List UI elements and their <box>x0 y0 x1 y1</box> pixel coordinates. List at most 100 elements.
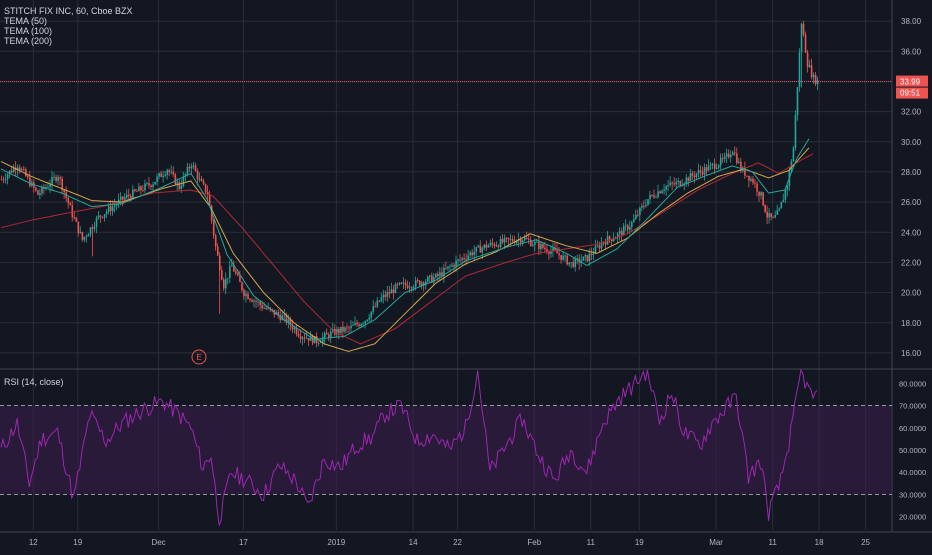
indicator-tema-100[interactable]: TEMA (100) <box>4 26 53 36</box>
candle <box>792 145 795 162</box>
candle-body <box>616 233 619 238</box>
candle-body <box>324 333 326 338</box>
candle <box>667 179 669 192</box>
candle <box>445 261 447 270</box>
candle <box>784 189 787 204</box>
candle <box>776 204 779 215</box>
candle-body <box>802 23 805 35</box>
candle-body <box>81 231 84 240</box>
candle <box>251 297 253 303</box>
candle-body <box>198 178 201 180</box>
candle-body <box>218 255 221 271</box>
price-tick-label: 28.00 <box>901 168 922 177</box>
candle-body <box>515 240 518 244</box>
candle-body <box>77 221 80 233</box>
candle-body <box>661 191 663 194</box>
candle <box>235 268 237 276</box>
rsi-legend[interactable]: RSI (14, close) <box>4 377 64 387</box>
candle <box>227 277 229 285</box>
candle <box>71 200 74 222</box>
candle <box>382 289 385 304</box>
candle <box>433 273 435 286</box>
candle-body <box>245 293 247 297</box>
time-tick-label: 25 <box>861 538 870 547</box>
earnings-circle <box>191 349 207 365</box>
candle <box>12 164 15 174</box>
candle-body <box>483 244 486 248</box>
candle-body <box>261 304 263 309</box>
candle <box>119 192 122 206</box>
candle <box>186 163 189 177</box>
candle <box>778 207 781 212</box>
candle <box>103 214 106 222</box>
candle-body <box>168 170 171 172</box>
candle-body <box>142 190 144 191</box>
candle <box>8 170 11 178</box>
candle-body <box>645 205 647 207</box>
candle <box>134 188 136 193</box>
candle <box>643 200 645 210</box>
candle-body <box>447 266 449 269</box>
candle-body <box>12 167 15 173</box>
candle <box>196 168 199 186</box>
candle <box>321 332 324 347</box>
candle <box>10 166 13 174</box>
candle-body <box>301 337 304 339</box>
price-tick-label: 24.00 <box>901 228 922 237</box>
candle-body <box>148 183 150 186</box>
candle-body <box>338 328 340 333</box>
candle <box>552 242 554 258</box>
candle <box>568 262 571 267</box>
symbol-title[interactable]: STITCH FIX INC, 60, Cboe BZX <box>4 6 133 16</box>
candle <box>477 244 480 248</box>
candle-body <box>669 182 672 186</box>
candle-body <box>93 226 96 229</box>
candle <box>378 300 381 303</box>
candle <box>255 297 257 309</box>
candle-body <box>455 260 457 267</box>
candle-body <box>519 238 522 243</box>
candle <box>388 286 391 299</box>
candle <box>764 203 766 214</box>
candle <box>701 166 704 178</box>
candle-body <box>657 191 659 197</box>
candle-body <box>651 194 653 196</box>
candle-body <box>715 167 718 169</box>
candle-body <box>497 245 500 247</box>
candle <box>178 179 181 192</box>
candle-body <box>182 176 185 186</box>
candle <box>748 175 750 188</box>
indicator-tema-50[interactable]: TEMA (50) <box>4 16 48 26</box>
candle-body <box>588 253 591 262</box>
candle-body <box>546 248 548 253</box>
candle <box>184 173 187 182</box>
candle-body <box>596 245 599 247</box>
candle <box>572 257 575 269</box>
candle <box>754 178 756 189</box>
candle <box>291 319 294 334</box>
candle-body <box>431 275 433 283</box>
candle <box>225 272 227 295</box>
candle-body <box>627 225 629 230</box>
candle-body <box>281 315 284 321</box>
candle <box>172 166 175 178</box>
candle <box>392 285 395 300</box>
candle <box>485 240 488 252</box>
candle <box>16 164 19 177</box>
candle-body <box>61 178 63 191</box>
candle <box>620 227 623 242</box>
candle-body <box>257 301 259 303</box>
candle-body <box>208 194 211 206</box>
rsi-tick-label: 40.0000 <box>899 468 926 477</box>
candle-body <box>247 293 249 299</box>
candle <box>816 76 819 91</box>
candle-body <box>562 255 564 260</box>
candle <box>808 59 811 68</box>
candle-body <box>307 337 310 341</box>
candle-body <box>251 300 253 302</box>
indicator-tema-200[interactable]: TEMA (200) <box>4 36 53 46</box>
candle <box>212 218 215 239</box>
candle-body <box>105 211 108 215</box>
